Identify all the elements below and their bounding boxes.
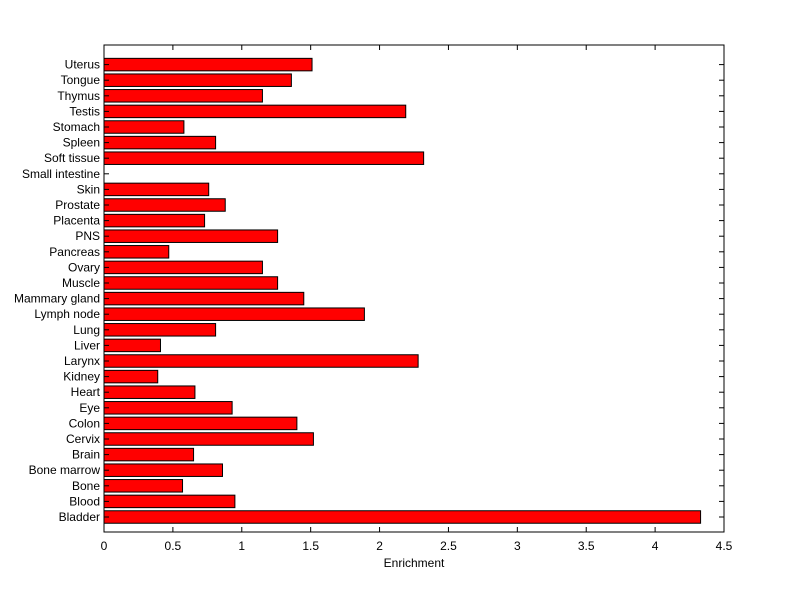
x-tick-label: 0.5: [165, 539, 182, 553]
x-tick-label: 1: [238, 539, 245, 553]
y-tick-label: Uterus: [65, 58, 100, 72]
y-tick-label: Liver: [74, 338, 100, 352]
bar-muscle: [103, 276, 279, 290]
bar-placenta: [103, 213, 206, 228]
y-tick-label: PNS: [75, 229, 100, 243]
y-tick-label: Prostate: [55, 198, 100, 212]
y-tick-label: Eye: [79, 401, 100, 415]
y-tick-label: Cervix: [66, 432, 100, 446]
x-tick-label: 3: [514, 539, 521, 553]
y-tick-label: Kidney: [63, 370, 100, 384]
bar-brain: [103, 447, 195, 462]
bar-heart: [103, 385, 196, 399]
bar-soft-tissue: [103, 151, 425, 165]
bar-pancreas: [103, 245, 170, 259]
bar-colon: [103, 416, 298, 431]
x-tick-label: 2: [376, 539, 383, 553]
plot-frame: [103, 44, 725, 533]
y-tick-label: Larynx: [64, 354, 100, 368]
y-tick-label: Brain: [72, 448, 100, 462]
bar-blood: [103, 494, 236, 509]
y-tick-label: Bone marrow: [29, 463, 101, 477]
y-tick-label: Spleen: [63, 136, 100, 150]
bar-bladder: [103, 510, 702, 524]
y-tick-label: Testis: [69, 104, 100, 118]
y-tick-label: Small intestine: [22, 167, 100, 181]
bar-mammary-gland: [103, 291, 305, 306]
y-tick-label: Pancreas: [49, 245, 100, 259]
x-axis: 0 0.5 1 1.5 2 2.5 3 3.5 4 4.5: [101, 45, 733, 553]
bar-eye: [103, 401, 233, 415]
bar-prostate: [103, 198, 226, 212]
x-axis-label: Enrichment: [384, 556, 445, 570]
bar-larynx: [103, 354, 419, 368]
bar-ovary: [103, 260, 263, 275]
bar-stomach: [103, 120, 185, 134]
y-tick-label: Bone: [72, 479, 100, 493]
bar-thymus: [103, 89, 263, 103]
bar-testis: [103, 104, 407, 119]
y-tick-label: Placenta: [53, 214, 100, 228]
bar-skin: [103, 182, 210, 197]
y-tick-label: Ovary: [68, 260, 100, 274]
bar-kidney: [103, 369, 159, 384]
x-tick-label: 3.5: [578, 539, 595, 553]
bar-cervix: [103, 432, 314, 446]
y-tick-label: Thymus: [57, 89, 100, 103]
bar-lung: [103, 323, 217, 337]
x-tick-label: 2.5: [440, 539, 457, 553]
y-tick-label: Colon: [69, 416, 100, 430]
y-tick-label: Blood: [69, 494, 100, 508]
y-tick-label: Lymph node: [34, 307, 100, 321]
y-tick-label: Tongue: [61, 73, 101, 87]
x-tick-label: 0: [101, 539, 108, 553]
bar-bone: [103, 479, 184, 493]
y-tick-label: Skin: [77, 182, 100, 196]
y-tick-label: Bladder: [59, 510, 100, 524]
x-tick-label: 4.5: [716, 539, 733, 553]
bar-liver: [103, 338, 161, 353]
y-tick-label: Stomach: [53, 120, 100, 134]
x-tick-label: 4: [652, 539, 659, 553]
bar-bone-marrow: [103, 463, 223, 477]
y-tick-label: Soft tissue: [44, 151, 100, 165]
y-tick-label: Mammary gland: [14, 292, 100, 306]
bar-spleen: [103, 135, 217, 150]
bar-uterus: [103, 57, 313, 72]
bar-lymph-node: [103, 307, 365, 321]
y-tick-label: Heart: [71, 385, 101, 399]
x-tick-label: 1.5: [302, 539, 319, 553]
bar-pns: [103, 229, 279, 243]
y-tick-label: Lung: [73, 323, 100, 337]
y-tick-label: Muscle: [62, 276, 100, 290]
bar-tongue: [103, 73, 292, 87]
